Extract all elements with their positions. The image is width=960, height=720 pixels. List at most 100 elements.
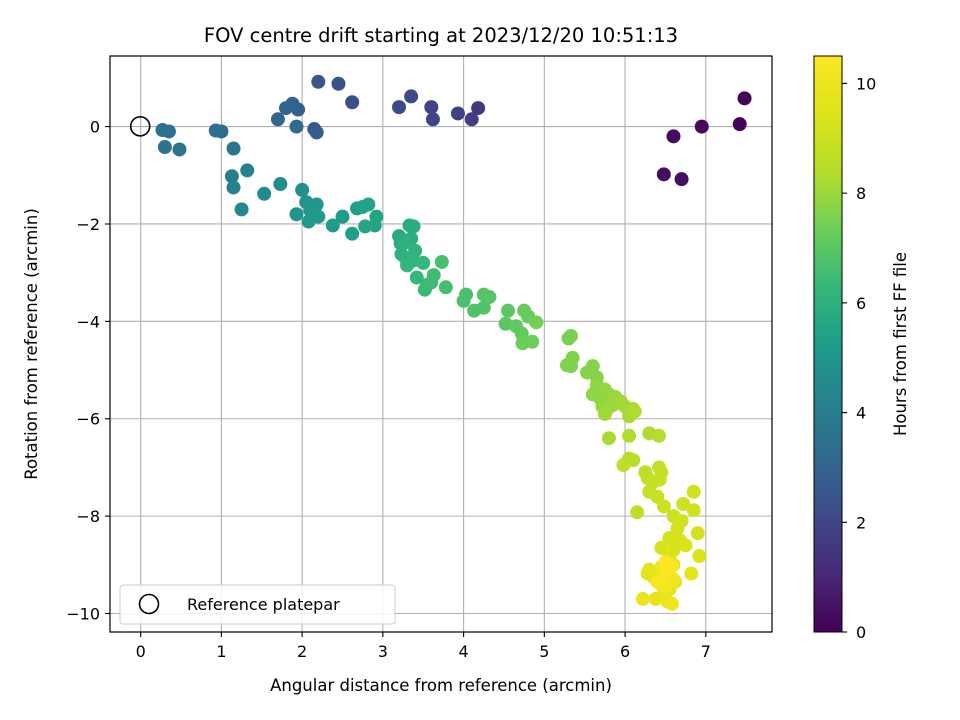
data-point [732,117,747,132]
data-point [369,209,384,224]
data-point [157,140,172,155]
data-point [635,591,650,606]
data-point [358,219,373,234]
x-tick-label: 2 [297,642,307,661]
data-point [309,197,324,212]
data-point [670,521,685,536]
data-point [409,270,424,285]
data-point [331,76,346,91]
data-point [424,100,439,115]
data-point [529,315,544,330]
data-point [652,472,667,487]
data-point [686,484,701,499]
data-point [434,254,449,269]
y-tick-label: −2 [76,215,100,234]
data-point [172,142,187,157]
data-point [464,112,479,127]
x-axis-ticks: 0 1 2 3 4 5 6 7 [136,632,711,661]
data-point [656,167,671,182]
data-point [426,268,441,283]
colorbar-gradient [813,55,843,633]
colorbar-label: Hours from first FF file [891,252,910,436]
colorbar-tick-label: 0 [856,623,866,642]
data-point [525,334,540,349]
colorbar-ticks: 0 2 4 6 8 10 [842,74,876,642]
data-point [737,91,752,106]
data-point [257,186,272,201]
data-point [325,218,340,233]
data-point [662,531,677,546]
data-point [666,129,681,144]
y-tick-label: 0 [90,118,100,137]
data-point [289,207,304,222]
data-point [658,555,673,570]
legend-box [119,584,396,625]
x-axis-label: Angular distance from reference (arcmin) [270,676,612,695]
data-point [438,280,453,295]
x-tick-label: 5 [539,642,549,661]
x-tick-label: 7 [701,642,711,661]
data-point [425,112,440,127]
data-point [692,549,707,564]
data-point [335,209,350,224]
data-point [651,428,666,443]
data-point [676,496,691,511]
data-point [270,112,285,127]
data-point [278,101,293,116]
y-tick-label: −8 [76,507,100,526]
data-point [208,123,223,138]
x-tick-label: 3 [378,642,388,661]
x-tick-label: 1 [216,642,226,661]
data-point [630,505,645,520]
data-point [416,255,431,270]
colorbar-tick-label: 4 [856,404,866,423]
data-point [345,226,360,241]
data-point [627,404,642,419]
colorbar-tick-label: 6 [856,294,866,313]
data-point [309,125,324,140]
data-point [345,95,360,110]
data-point [686,503,701,518]
legend-label: Reference platepar [187,595,340,614]
data-point [664,596,679,611]
y-tick-label: −10 [66,604,100,623]
data-point [392,100,407,115]
data-point [289,119,304,134]
y-axis-ticks: −10 −8 −6 −4 −2 0 [66,118,110,623]
data-point [456,293,471,308]
data-point [601,431,616,446]
data-point [648,591,663,606]
data-point [234,202,249,217]
x-tick-label: 4 [459,642,469,661]
x-tick-label: 0 [136,642,146,661]
data-point [450,106,465,121]
data-point [674,172,689,187]
chart-title: FOV centre drift starting at 2023/12/20 … [204,24,678,47]
data-point [501,303,516,318]
colorbar-tick-label: 2 [856,513,866,532]
legend: Reference platepar [119,584,396,625]
data-point [616,457,631,472]
data-point [406,219,421,234]
data-point [471,101,486,116]
data-point [301,214,316,229]
data-point [476,300,491,315]
data-point [273,177,288,192]
data-point [226,141,241,156]
colorbar-tick-label: 10 [856,74,876,93]
x-tick-label: 6 [620,642,630,661]
data-point [226,180,241,195]
data-point [361,197,376,212]
data-point [563,359,578,374]
grid [110,56,772,632]
data-point [563,328,578,343]
y-tick-label: −6 [76,410,100,429]
data-point [656,499,671,514]
data-point [678,538,693,553]
colorbar-tick-label: 8 [856,184,866,203]
data-point [155,123,170,138]
data-point [295,182,310,197]
data-point [585,359,600,374]
data-point [694,119,709,134]
data-point [400,258,415,273]
